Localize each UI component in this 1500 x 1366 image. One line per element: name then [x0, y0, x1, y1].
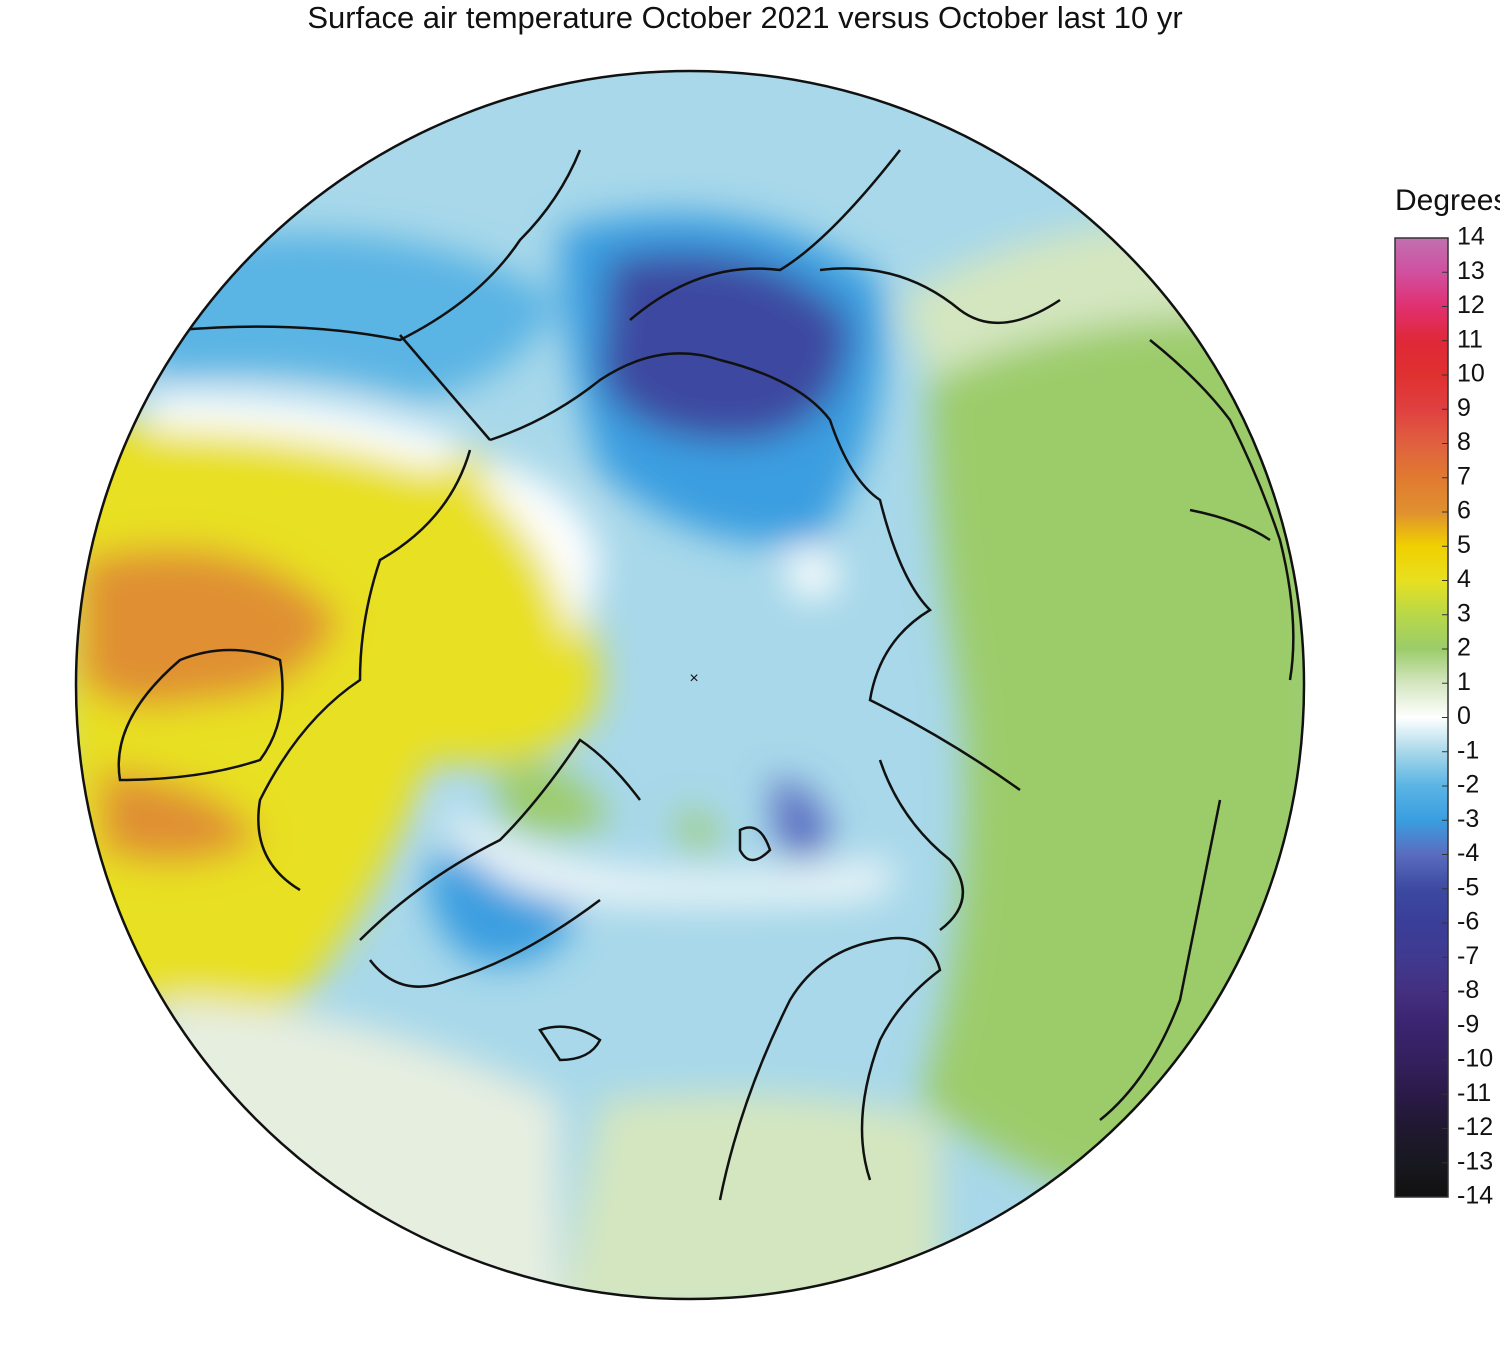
colorbar-gradient: [1394, 237, 1449, 1198]
colorbar-tick-label: 0: [1457, 702, 1471, 730]
colorbar-tick-label: -12: [1457, 1113, 1493, 1141]
colorbar-label: Degrees C: [1395, 184, 1500, 217]
colorbar-tick-label: -14: [1457, 1182, 1493, 1210]
colorbar-tick-label: -4: [1457, 839, 1479, 867]
colorbar-tick-label: 8: [1457, 428, 1471, 456]
colorbar-tick-label: -10: [1457, 1045, 1493, 1073]
colorbar-tick-label: 9: [1457, 394, 1471, 422]
colorbar-tick-label: -1: [1457, 736, 1479, 764]
colorbar-tick-label: 13: [1457, 257, 1485, 285]
colorbar-tick-label: 2: [1457, 634, 1471, 662]
temperature-field: ×: [76, 71, 1304, 1299]
colorbar-tick-label: 11: [1457, 325, 1483, 353]
pole-marker: ×: [689, 670, 698, 687]
colorbar-tick-label: 5: [1457, 531, 1471, 559]
colorbar-tick-label: -11: [1457, 1079, 1491, 1107]
map-boundary: [74, 69, 1306, 1301]
colorbar-tick-label: -7: [1457, 942, 1479, 970]
colorbar-tick-label: -2: [1457, 771, 1479, 799]
colorbar-tick-label: -6: [1457, 908, 1479, 936]
colorbar-tick-label: -13: [1457, 1147, 1493, 1175]
colorbar-tick-label: 3: [1457, 599, 1471, 627]
colorbar-tick-label: 14: [1457, 223, 1485, 251]
colorbar-tick-label: 4: [1457, 565, 1471, 593]
colorbar: 14131211109876543210-1-2-3-4-5-6-7-8-9-1…: [1394, 223, 1493, 1210]
colorbar-tick-label: 7: [1457, 462, 1471, 490]
colorbar-tick-label: 1: [1457, 668, 1471, 696]
map-title: Surface air temperature October 2021 ver…: [307, 0, 1182, 35]
colorbar-tick-label: 6: [1457, 497, 1471, 525]
colorbar-tick-label: -9: [1457, 1010, 1479, 1038]
colorbar-tick-label: 12: [1457, 291, 1485, 319]
colorbar-tick-label: -3: [1457, 805, 1479, 833]
colorbar-tick-label: -8: [1457, 976, 1479, 1004]
colorbar-tick-label: -5: [1457, 873, 1479, 901]
colorbar-tick-label: 10: [1457, 360, 1485, 388]
coastlines: [117, 149, 1295, 1201]
